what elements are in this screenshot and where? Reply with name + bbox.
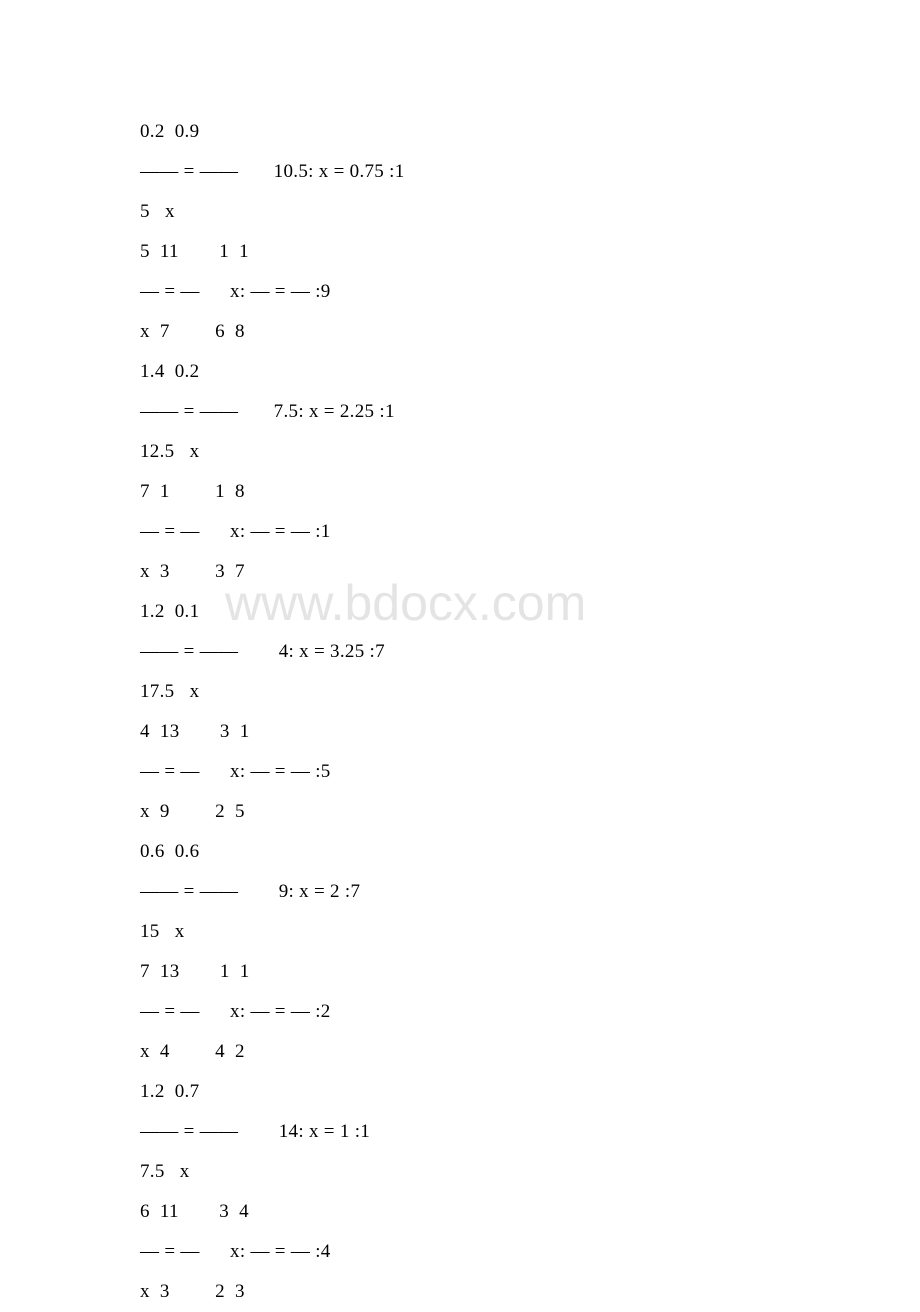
text-line: 0.6 0.6 [140,832,780,872]
text-line: 15 x [140,912,780,952]
text-line: — = — x: — = — :9 [140,272,780,312]
page-content: 0.2 0.9 —— = —— 10.5: x = 0.75 :1 5 x 5 … [140,112,780,1312]
text-line: 12.5 x [140,432,780,472]
text-line: —— = —— 10.5: x = 0.75 :1 [140,152,780,192]
text-line: — = — x: — = — :5 [140,752,780,792]
text-line: —— = —— 9: x = 2 :7 [140,872,780,912]
text-line: 0.2 0.9 [140,112,780,152]
text-line: —— = —— 7.5: x = 2.25 :1 [140,392,780,432]
text-line: x 4 4 2 [140,1032,780,1072]
text-line: 4 13 3 1 [140,712,780,752]
text-line: x 3 2 3 [140,1272,780,1312]
text-line: 17.5 x [140,672,780,712]
text-line: 5 11 1 1 [140,232,780,272]
text-line: 1.4 0.2 [140,352,780,392]
text-line: 1.2 0.7 [140,1072,780,1112]
text-line: — = — x: — = — :1 [140,512,780,552]
text-line: —— = —— 4: x = 3.25 :7 [140,632,780,672]
text-line: x 3 3 7 [140,552,780,592]
text-line: 7 1 1 8 [140,472,780,512]
text-line: x 7 6 8 [140,312,780,352]
text-line: —— = —— 14: x = 1 :1 [140,1112,780,1152]
text-line: — = — x: — = — :4 [140,1232,780,1272]
text-line: 7 13 1 1 [140,952,780,992]
text-line: 1.2 0.1 [140,592,780,632]
text-line: — = — x: — = — :2 [140,992,780,1032]
text-line: 7.5 x [140,1152,780,1192]
text-line: 6 11 3 4 [140,1192,780,1232]
text-line: x 9 2 5 [140,792,780,832]
text-line: 5 x [140,192,780,232]
